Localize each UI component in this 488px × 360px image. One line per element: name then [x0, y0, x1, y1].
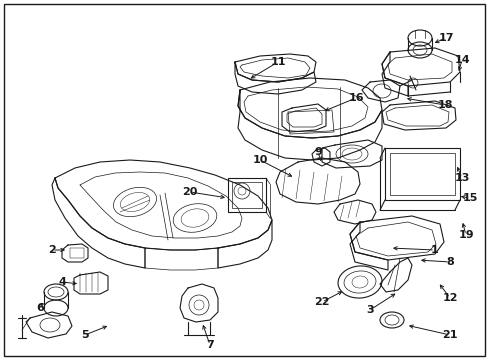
Bar [389, 153, 454, 195]
Text: 10: 10 [252, 155, 267, 165]
Text: 22: 22 [314, 297, 329, 307]
Text: 2: 2 [48, 245, 56, 255]
Text: 4: 4 [58, 277, 66, 287]
Text: 20: 20 [182, 187, 197, 197]
Bar [70, 248, 84, 258]
Text: 11: 11 [270, 57, 285, 67]
Text: 9: 9 [313, 147, 321, 157]
Bar [231, 182, 262, 208]
Text: 7: 7 [206, 340, 213, 350]
Text: 18: 18 [436, 100, 452, 110]
Bar [384, 148, 459, 200]
Text: 21: 21 [441, 330, 457, 340]
Bar [227, 178, 265, 212]
Text: 1: 1 [430, 245, 438, 255]
Text: 3: 3 [366, 305, 373, 315]
Text: 6: 6 [36, 303, 44, 313]
Text: 8: 8 [445, 257, 453, 267]
Text: 17: 17 [437, 33, 453, 43]
Text: 13: 13 [453, 173, 469, 183]
Text: 12: 12 [441, 293, 457, 303]
Text: 5: 5 [81, 330, 89, 340]
Text: 19: 19 [457, 230, 473, 240]
Text: 15: 15 [461, 193, 477, 203]
Text: 16: 16 [347, 93, 363, 103]
Text: 14: 14 [453, 55, 469, 65]
